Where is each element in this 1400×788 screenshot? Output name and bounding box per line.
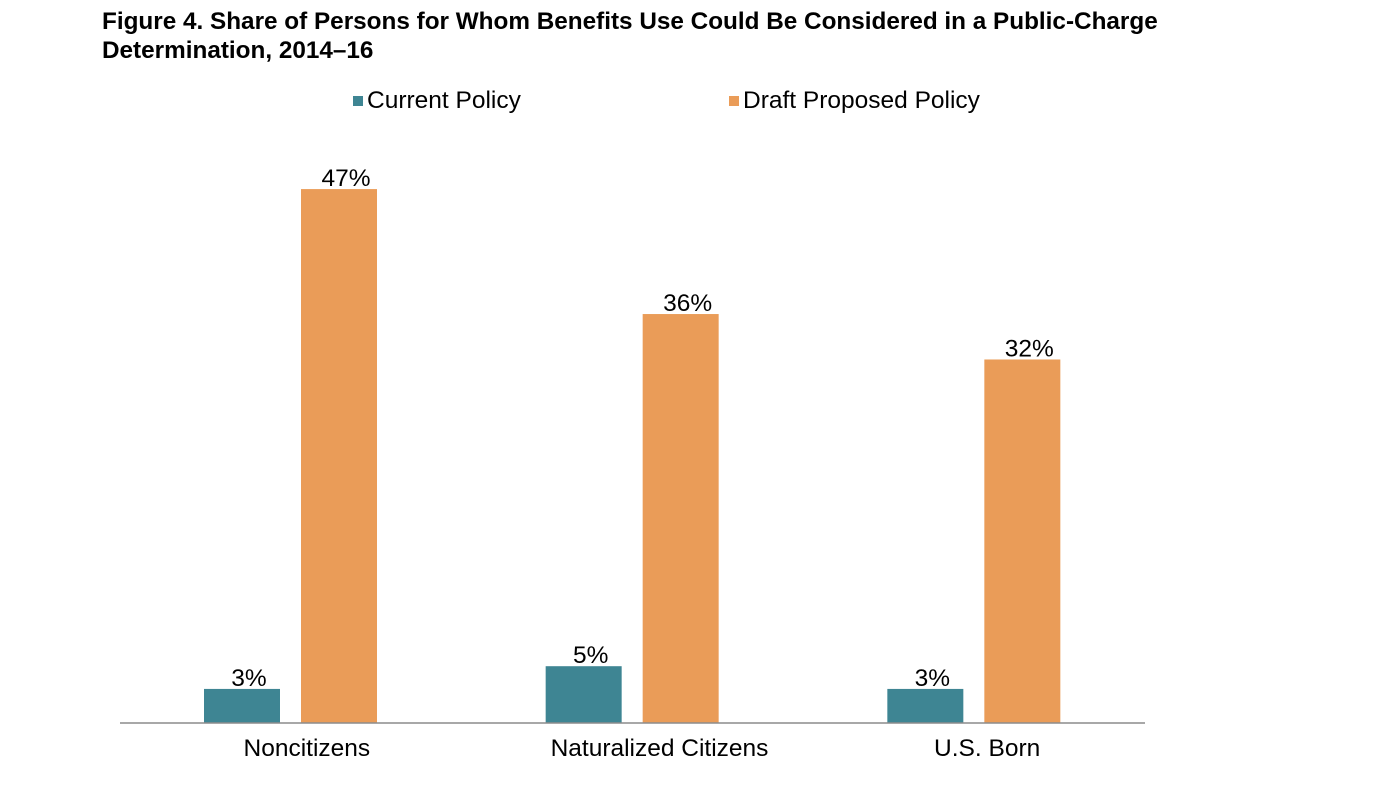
- bar-draft-proposed-policy-noncitizens: [301, 189, 377, 723]
- data-label-current-policy-noncitizens: 3%: [231, 665, 266, 692]
- bars: [204, 189, 1061, 723]
- bar-current-policy-u-s-born: [887, 688, 964, 723]
- data-label-draft-proposed-policy-naturalized-citizens: 36%: [663, 290, 712, 317]
- category-label-naturalized-citizens: Naturalized Citizens: [551, 735, 769, 762]
- legend-item-current-policy: Current Policy: [353, 86, 521, 116]
- data-labels: 3% 47% 5% 36% 3% 32%: [231, 165, 1054, 692]
- legend-label-current-policy: Current Policy: [367, 87, 521, 114]
- bar-draft-proposed-policy-naturalized-citizens: [642, 314, 719, 723]
- chart-title: Figure 4. Share of Persons for Whom Bene…: [102, 8, 1158, 64]
- bar-current-policy-naturalized-citizens: [545, 666, 622, 723]
- legend-label-draft-proposed-policy: Draft Proposed Policy: [743, 87, 980, 114]
- legend-swatch-current-policy: [353, 96, 363, 106]
- category-label-u-s-born: U.S. Born: [934, 735, 1040, 762]
- legend-item-draft-proposed-policy: Draft Proposed Policy: [729, 86, 980, 116]
- data-label-current-policy-u-s-born: 3%: [915, 665, 950, 692]
- legend-swatch-draft-proposed-policy: [729, 96, 739, 106]
- data-label-current-policy-naturalized-citizens: 5%: [573, 642, 608, 669]
- bar-draft-proposed-policy-u-s-born: [984, 359, 1061, 723]
- data-label-draft-proposed-policy-noncitizens: 47%: [321, 165, 370, 192]
- bar-current-policy-noncitizens: [204, 688, 280, 723]
- category-label-noncitizens: Noncitizens: [244, 735, 371, 762]
- category-axis-labels: Noncitizens Naturalized Citizens U.S. Born: [244, 735, 1041, 762]
- data-label-draft-proposed-policy-u-s-born: 32%: [1005, 335, 1054, 362]
